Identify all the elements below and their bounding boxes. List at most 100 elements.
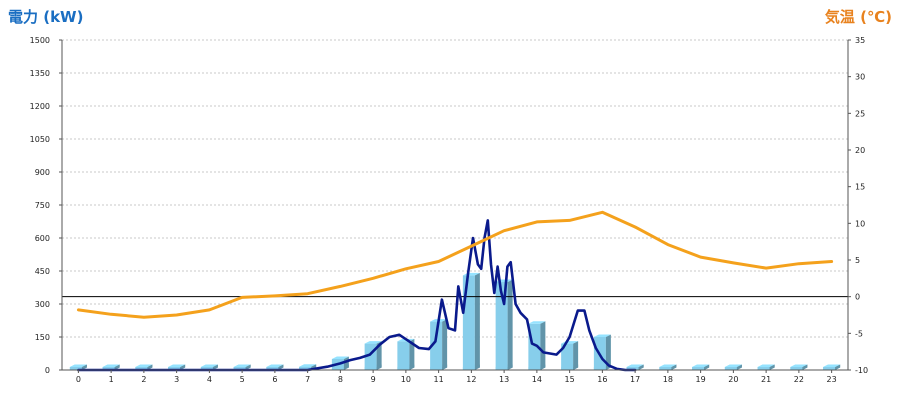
x-axis-tick-label: 9	[371, 375, 376, 384]
bar-top	[200, 364, 218, 367]
bar-top	[823, 364, 841, 367]
bar-top	[69, 364, 87, 367]
x-axis-tick-label: 1	[109, 375, 114, 384]
bar-side	[835, 364, 841, 370]
bar	[790, 364, 808, 370]
left-axis-tick-label: 150	[35, 333, 50, 342]
x-axis-tick-label: 11	[434, 375, 444, 384]
bar-side	[147, 364, 153, 370]
x-axis-tick-label: 7	[305, 375, 310, 384]
x-axis-tick-label: 14	[532, 375, 542, 384]
left-axis-tick-label: 300	[35, 300, 50, 309]
bar	[823, 364, 841, 370]
bar-side	[605, 334, 611, 370]
right-axis-tick-label: 10	[855, 219, 865, 228]
bar-top	[102, 364, 120, 367]
bar-side	[245, 364, 251, 370]
left-axis-tick-label: 1200	[30, 102, 50, 111]
bar-front	[102, 367, 115, 370]
bar-top	[364, 341, 382, 344]
right-axis-tick-label: 25	[855, 109, 865, 118]
bar	[659, 364, 677, 370]
x-axis-tick-label: 21	[761, 375, 771, 384]
bar-front	[724, 367, 737, 370]
bar-top	[724, 364, 742, 367]
bar-top	[168, 364, 186, 367]
x-axis-tick-label: 2	[141, 375, 146, 384]
power-line	[77, 219, 637, 372]
bar-top	[135, 364, 153, 367]
bar-top	[626, 364, 644, 367]
bar-top	[790, 364, 808, 367]
bar-side	[442, 319, 448, 370]
bar-side	[736, 364, 742, 370]
bar	[692, 364, 710, 370]
bar-side	[81, 364, 87, 370]
left-axis-tick-label: 600	[35, 234, 50, 243]
bar-front	[266, 367, 279, 370]
x-axis-tick-label: 8	[338, 375, 343, 384]
bar-front	[790, 367, 803, 370]
x-axis-tick-label: 18	[663, 375, 673, 384]
bar-front	[692, 367, 705, 370]
bar-side	[769, 364, 775, 370]
x-axis-tick-label: 20	[728, 375, 738, 384]
bar	[266, 364, 284, 370]
bar-front	[69, 367, 82, 370]
x-axis-tick-label: 15	[565, 375, 575, 384]
bar-front	[299, 366, 312, 370]
bar-top	[299, 364, 317, 367]
x-axis-tick-label: 12	[466, 375, 476, 384]
x-axis-tick-label: 10	[401, 375, 411, 384]
bar-front	[233, 367, 246, 370]
right-axis-tick-label: -10	[855, 366, 868, 375]
bar-front	[397, 341, 410, 370]
bar-top	[659, 364, 677, 367]
right-axis-tick-label: 5	[855, 256, 860, 265]
x-axis-tick-label: 22	[794, 375, 804, 384]
x-axis-tick-label: 6	[272, 375, 277, 384]
bar-side	[638, 364, 644, 370]
x-axis-tick-label: 0	[76, 375, 81, 384]
left-axis-tick-label: 0	[45, 366, 50, 375]
x-axis-tick-label: 3	[174, 375, 179, 384]
right-axis-tick-label: 20	[855, 146, 865, 155]
bar-front	[561, 343, 574, 370]
bar-front	[757, 367, 770, 370]
x-axis-tick-label: 17	[630, 375, 640, 384]
bar-side	[573, 341, 579, 370]
bar-front	[200, 367, 213, 370]
bar-side	[409, 338, 415, 370]
bar	[233, 364, 251, 370]
right-axis-tick-label: 0	[855, 293, 860, 302]
bar-side	[802, 364, 808, 370]
bar-side	[180, 364, 186, 370]
temperature-line	[76, 210, 834, 319]
x-axis-tick-label: 19	[696, 375, 706, 384]
right-axis-tick-label: 30	[855, 73, 865, 82]
bar-front	[626, 367, 639, 370]
bar-top	[757, 364, 775, 367]
right-axis-tick-label: 35	[855, 36, 865, 45]
bar-top	[593, 334, 611, 337]
bar-side	[212, 364, 218, 370]
bar-front	[168, 367, 181, 370]
bar-front	[430, 321, 443, 370]
bar-front	[462, 275, 475, 370]
x-axis-tick-label: 5	[240, 375, 245, 384]
left-axis-tick-label: 900	[35, 168, 50, 177]
x-axis-tick-label: 4	[207, 375, 212, 384]
left-axis-title: 電力 (kW)	[8, 8, 84, 26]
bar	[200, 364, 218, 370]
x-axis-tick-label: 16	[597, 375, 607, 384]
left-axis-tick-label: 450	[35, 267, 50, 276]
bar	[724, 364, 742, 370]
x-axis-tick-label: 13	[499, 375, 509, 384]
right-axis-tick-label: -5	[855, 329, 863, 338]
left-axis-tick-label: 1350	[30, 69, 50, 78]
left-axis-tick-label: 750	[35, 201, 50, 210]
x-axis-tick-label: 23	[827, 375, 837, 384]
bar-side	[704, 364, 710, 370]
bar-front	[823, 367, 836, 370]
